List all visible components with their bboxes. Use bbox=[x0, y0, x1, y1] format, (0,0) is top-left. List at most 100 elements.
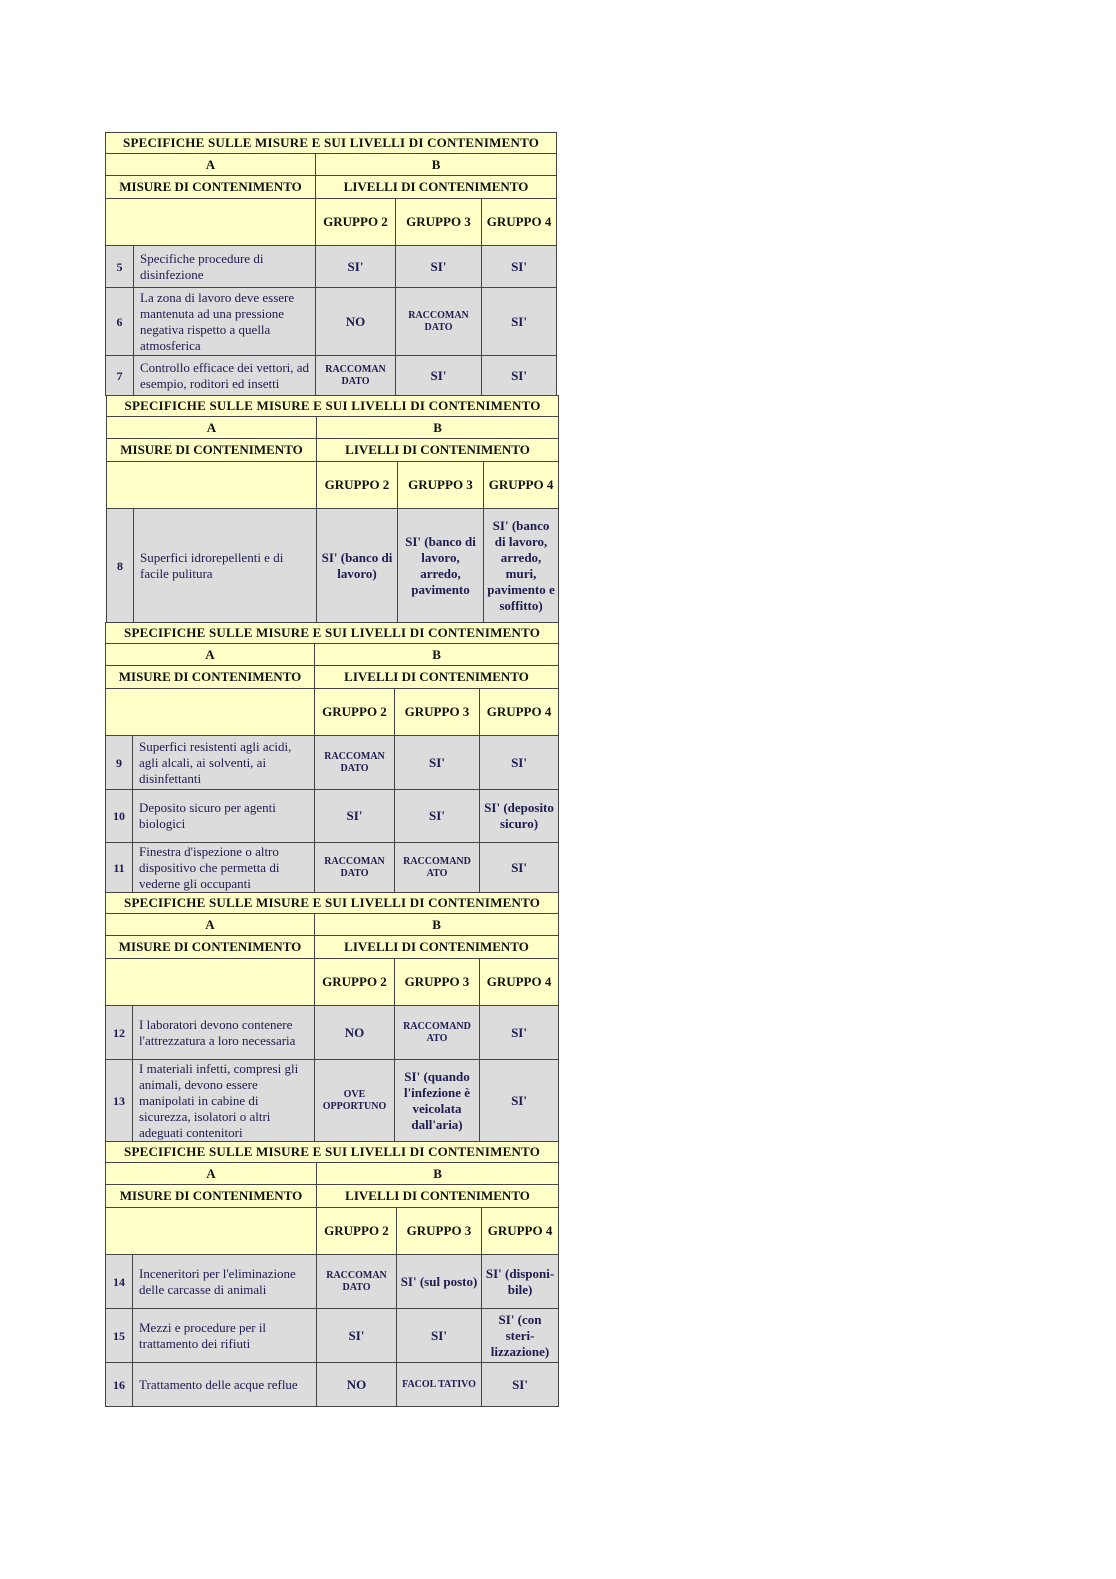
group-3-value: SI' bbox=[395, 245, 482, 288]
containment-table: SPECIFICHE SULLE MISURE E SUI LIVELLI DI… bbox=[104, 1141, 560, 1407]
containment-table: SPECIFICHE SULLE MISURE E SUI LIVELLI DI… bbox=[104, 622, 560, 893]
group-2-value: SI' bbox=[316, 1308, 397, 1363]
measure-description: I materiali infetti, compresi gli animal… bbox=[132, 1059, 315, 1142]
group-header-2: GRUPPO 2 bbox=[316, 461, 398, 509]
group-4-value: SI' bbox=[480, 1362, 560, 1407]
measure-description: Finestra d'ispezione o altro dispositivo… bbox=[132, 842, 315, 893]
levels-header: LIVELLI DI CONTENIMENTO bbox=[313, 935, 560, 959]
group-header-4: GRUPPO 4 bbox=[482, 461, 560, 509]
group-2-value: SI' bbox=[315, 245, 396, 288]
header-row: MISURE DI CONTENIMENTO LIVELLI DI CONTENI… bbox=[105, 665, 560, 689]
column-a-label: A bbox=[105, 1162, 317, 1185]
column-b-label: B bbox=[313, 643, 560, 666]
group-4-value: SI' (con steri-lizzazione) bbox=[480, 1308, 560, 1363]
column-a-label: A bbox=[105, 643, 315, 666]
group-4-value: SI' bbox=[478, 842, 560, 893]
group-2-value: SI' bbox=[314, 789, 395, 843]
header-row: SPECIFICHE SULLE MISURE E SUI LIVELLI DI… bbox=[104, 622, 560, 644]
group-3-value: SI' (banco di lavoro, arredo, pavimento bbox=[397, 508, 484, 624]
table-title: SPECIFICHE SULLE MISURE E SUI LIVELLI DI… bbox=[104, 892, 560, 914]
levels-header: LIVELLI DI CONTENIMENTO bbox=[315, 438, 560, 462]
row-number: 14 bbox=[105, 1254, 133, 1309]
group-header-3: GRUPPO 3 bbox=[394, 688, 480, 736]
column-a-label: A bbox=[106, 416, 317, 439]
group-2-value: RACCOMAN DATO bbox=[314, 735, 395, 790]
group-2-value: RACCOMAN DATO bbox=[314, 842, 395, 893]
row-number: 8 bbox=[106, 508, 134, 624]
header-row: SPECIFICHE SULLE MISURE E SUI LIVELLI DI… bbox=[104, 132, 558, 154]
group-3-value: SI' (quando l'infezione è veicolata dall… bbox=[394, 1059, 480, 1142]
group-header-2: GRUPPO 2 bbox=[315, 198, 396, 246]
empty-header-cell bbox=[105, 198, 316, 246]
group-4-value: SI' (deposito sicuro) bbox=[478, 789, 560, 843]
group-header-2: GRUPPO 2 bbox=[314, 688, 395, 736]
header-row: MISURE DI CONTENIMENTO LIVELLI DI CONTENI… bbox=[105, 935, 560, 959]
group-3-value: SI' bbox=[396, 1308, 482, 1363]
group-2-value: NO bbox=[315, 287, 396, 356]
header-row: MISURE DI CONTENIMENTO LIVELLI DI CONTENI… bbox=[105, 1184, 560, 1208]
row-number: 6 bbox=[105, 287, 134, 356]
group-2-value: NO bbox=[316, 1362, 397, 1407]
group-2-value: NO bbox=[314, 1005, 395, 1060]
table-title: SPECIFICHE SULLE MISURE E SUI LIVELLI DI… bbox=[104, 1141, 560, 1163]
header-row: MISURE DI CONTENIMENTO LIVELLI DI CONTENI… bbox=[105, 175, 558, 199]
group-4-value: SI' bbox=[480, 245, 558, 288]
row-number: 16 bbox=[105, 1362, 133, 1407]
group-3-value: RACCOMAND ATO bbox=[394, 842, 480, 893]
measure-description: Inceneritori per l'eliminazione delle ca… bbox=[132, 1254, 317, 1309]
empty-header-cell bbox=[105, 958, 315, 1006]
row-number: 13 bbox=[105, 1059, 133, 1142]
header-row: MISURE DI CONTENIMENTO LIVELLI DI CONTENI… bbox=[106, 438, 560, 462]
group-3-value: SI' bbox=[394, 789, 480, 843]
table-row: 9 Superfici resistenti agli acidi, agli a… bbox=[105, 735, 560, 790]
empty-header-cell bbox=[106, 461, 317, 509]
row-number: 12 bbox=[105, 1005, 133, 1060]
measures-header: MISURE DI CONTENIMENTO bbox=[106, 438, 317, 462]
group-header-2: GRUPPO 2 bbox=[314, 958, 395, 1006]
table-title: SPECIFICHE SULLE MISURE E SUI LIVELLI DI… bbox=[104, 622, 560, 644]
empty-header-cell bbox=[105, 1207, 317, 1255]
group-header-3: GRUPPO 3 bbox=[395, 198, 482, 246]
measure-description: Trattamento delle acque reflue bbox=[132, 1362, 317, 1407]
containment-table: SPECIFICHE SULLE MISURE E SUI LIVELLI DI… bbox=[104, 892, 560, 1142]
group-4-value: SI' bbox=[480, 287, 558, 356]
header-row: GRUPPO 2 GRUPPO 3 GRUPPO 4 bbox=[105, 688, 560, 736]
table-row: 5 Specifiche procedure di disinfezione SI'… bbox=[105, 245, 558, 288]
group-2-value: RACCOMAN DATO bbox=[316, 1254, 397, 1309]
measure-description: Specifiche procedure di disinfezione bbox=[133, 245, 316, 288]
header-row: GRUPPO 2 GRUPPO 3 GRUPPO 4 bbox=[105, 198, 558, 246]
measures-header: MISURE DI CONTENIMENTO bbox=[105, 665, 315, 689]
header-row: GRUPPO 2 GRUPPO 3 GRUPPO 4 bbox=[105, 1207, 560, 1255]
column-a-label: A bbox=[105, 153, 316, 176]
row-number: 5 bbox=[105, 245, 134, 288]
group-header-4: GRUPPO 4 bbox=[480, 1207, 560, 1255]
header-row: SPECIFICHE SULLE MISURE E SUI LIVELLI DI… bbox=[104, 1141, 560, 1163]
group-header-2: GRUPPO 2 bbox=[316, 1207, 397, 1255]
levels-header: LIVELLI DI CONTENIMENTO bbox=[315, 1184, 560, 1208]
measures-header: MISURE DI CONTENIMENTO bbox=[105, 1184, 317, 1208]
column-b-label: B bbox=[315, 416, 560, 439]
measure-description: I laboratori devono contenere l'attrezza… bbox=[132, 1005, 315, 1060]
group-3-value: SI' bbox=[395, 355, 482, 396]
group-4-value: SI' bbox=[478, 1005, 560, 1060]
measures-header: MISURE DI CONTENIMENTO bbox=[105, 935, 315, 959]
group-2-value: SI' (banco di lavoro) bbox=[316, 508, 398, 624]
group-3-value: SI' bbox=[394, 735, 480, 790]
measure-description: Superfici idrorepellenti e di facile pul… bbox=[133, 508, 317, 624]
group-3-value: RACCOMAND ATO bbox=[394, 1005, 480, 1060]
row-number: 9 bbox=[105, 735, 133, 790]
group-3-value: SI' (sul posto) bbox=[396, 1254, 482, 1309]
table-row: 7 Controllo efficace dei vettori, ad esem… bbox=[105, 355, 558, 396]
group-2-value: OVE OPPORTUNO bbox=[314, 1059, 395, 1142]
measure-description: Deposito sicuro per agenti biologici bbox=[132, 789, 315, 843]
measures-header: MISURE DI CONTENIMENTO bbox=[105, 175, 316, 199]
containment-table: SPECIFICHE SULLE MISURE E SUI LIVELLI DI… bbox=[104, 132, 558, 396]
row-number: 10 bbox=[105, 789, 133, 843]
group-2-value: RACCOMAN DATO bbox=[315, 355, 396, 396]
group-header-4: GRUPPO 4 bbox=[478, 958, 560, 1006]
group-3-value: RACCOMAN DATO bbox=[395, 287, 482, 356]
